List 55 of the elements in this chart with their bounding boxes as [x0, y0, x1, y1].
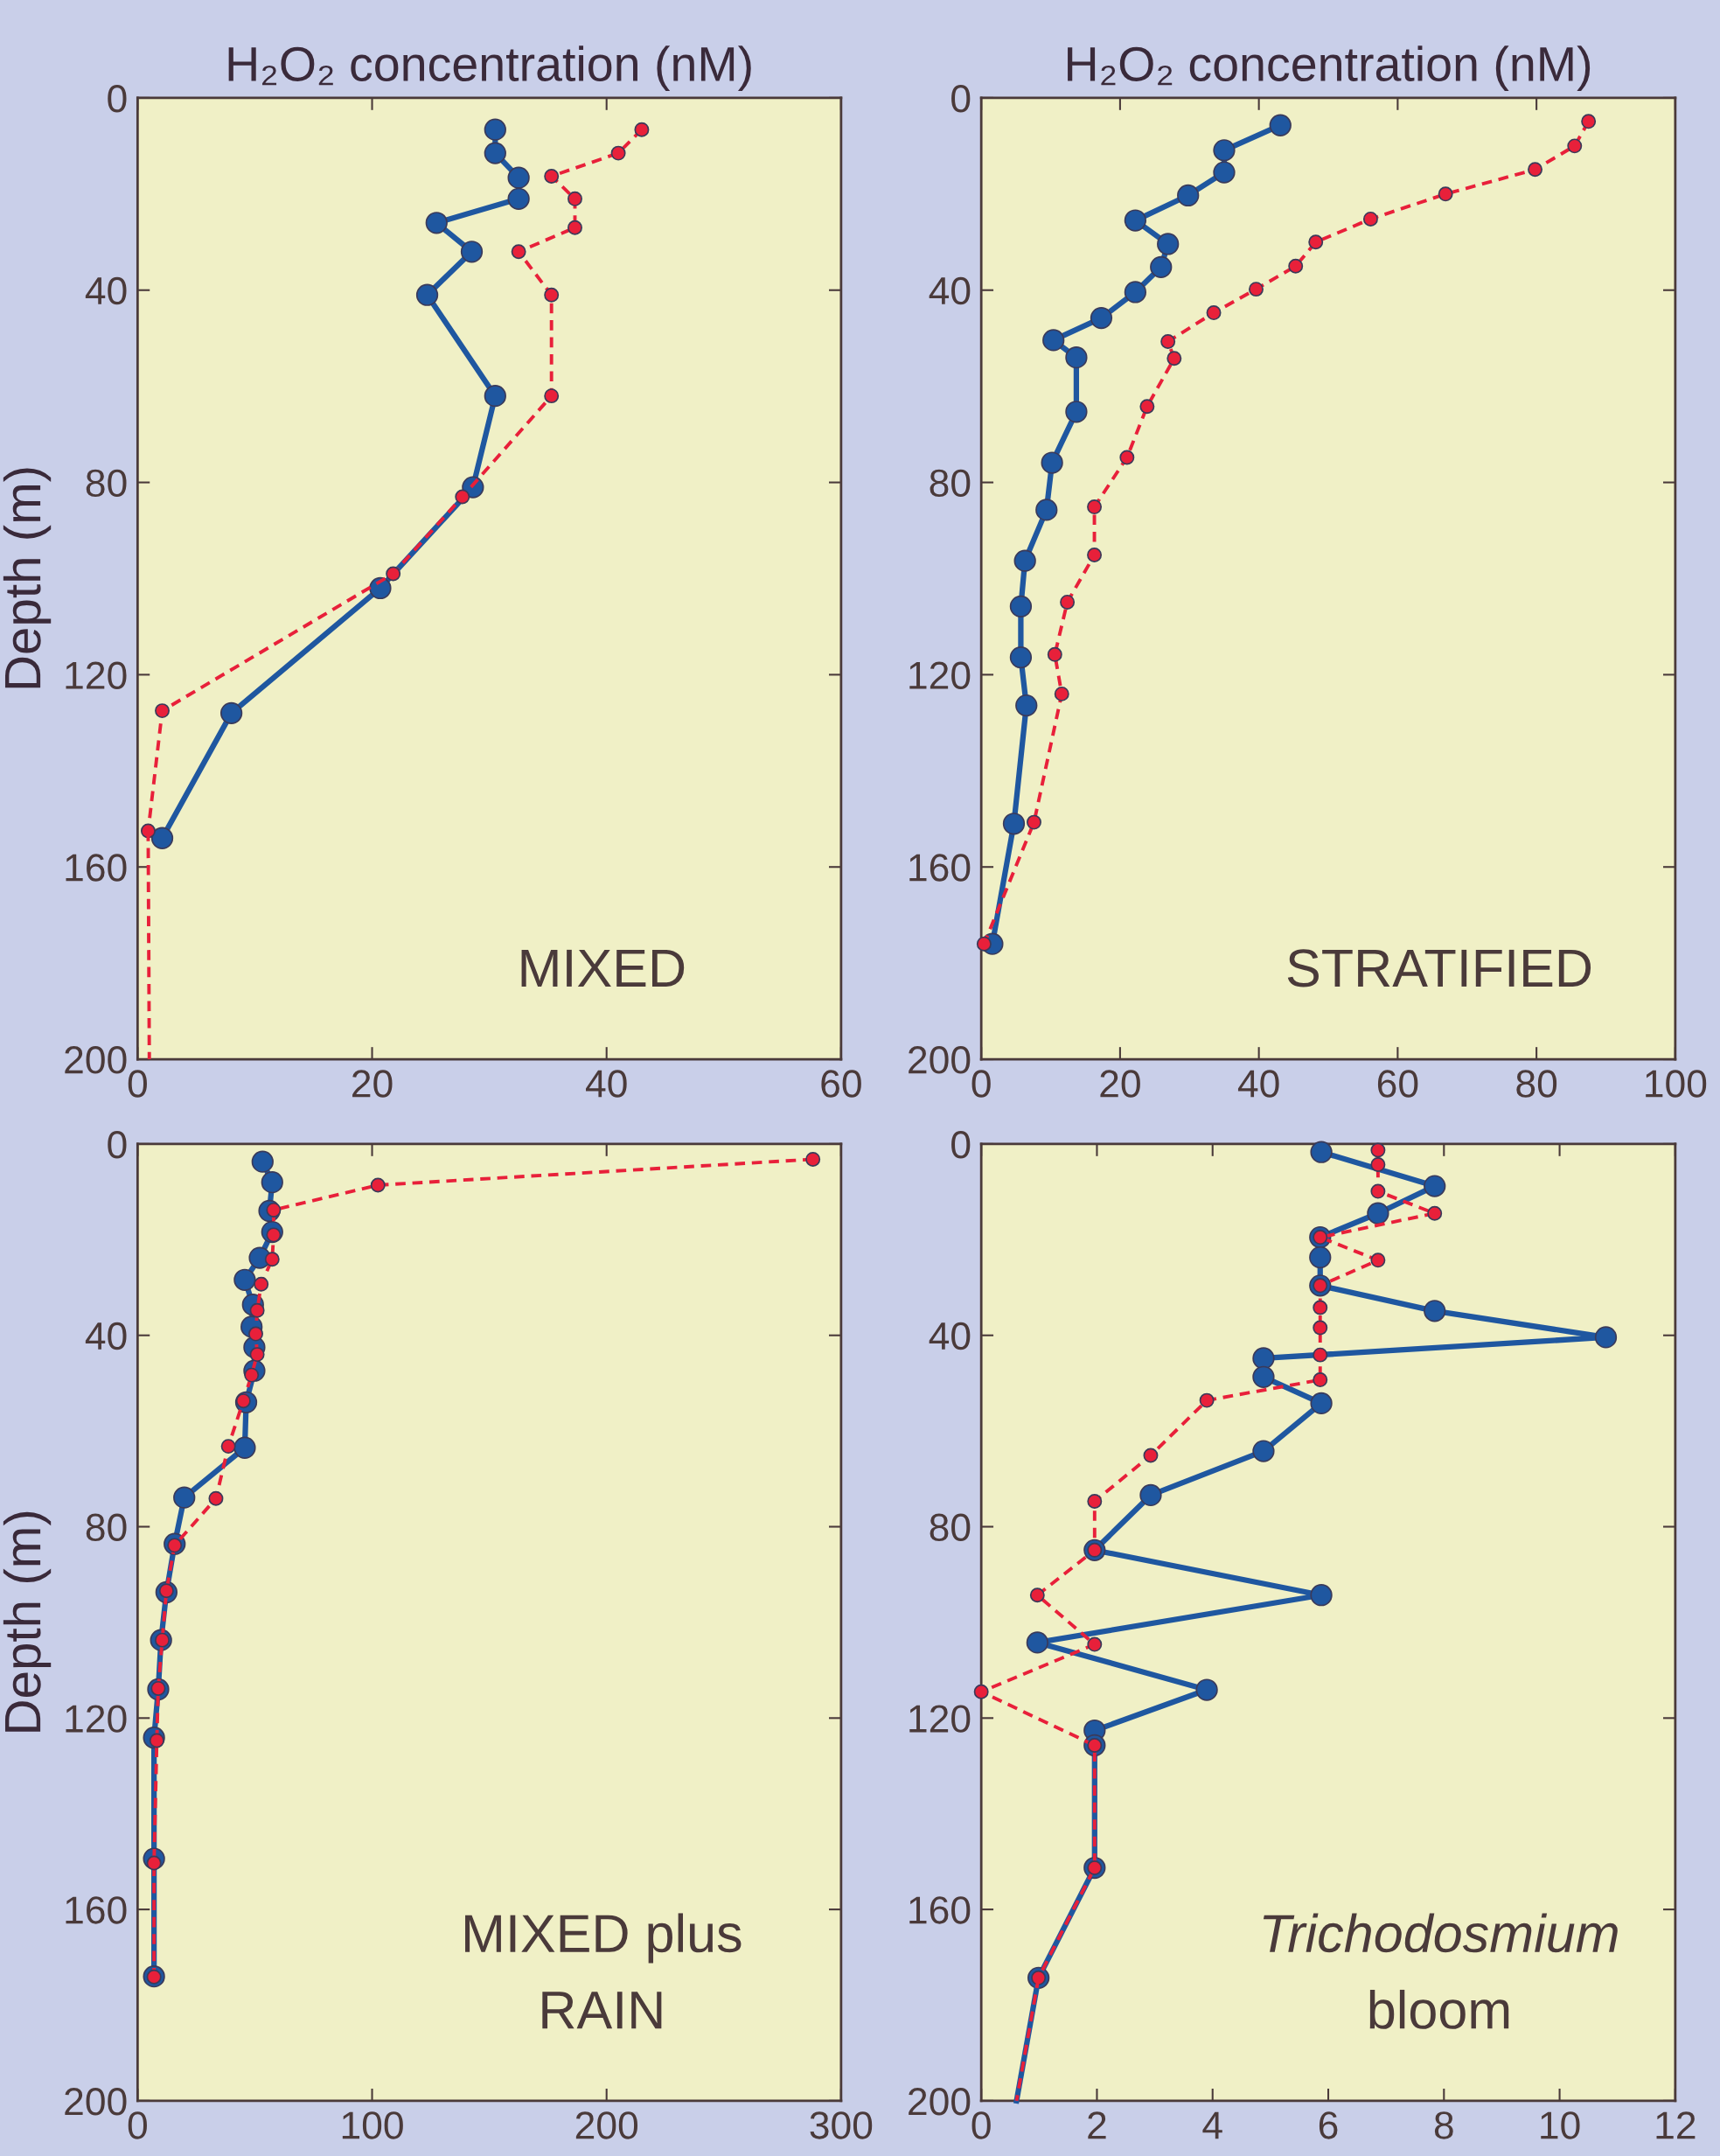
y-axis-title: Depth (m)	[3, 468, 52, 688]
annotation: bloom	[1369, 1989, 1509, 2029]
y-tick-label: 0	[108, 84, 127, 113]
y-tick-label: 160	[66, 1896, 127, 1924]
x-tick-label: 20	[352, 1070, 393, 1098]
x-tick-label: 100	[342, 2111, 403, 2139]
x-tick-label: 200	[575, 2111, 638, 2139]
y-tick-label: 80	[86, 1513, 127, 1542]
x-tick-label: 0	[128, 1070, 147, 1098]
x-tick-label: 2	[1088, 2111, 1106, 2139]
x-tick-label: 80	[1516, 1070, 1557, 1098]
x-tick-label: 100	[1646, 1070, 1707, 1098]
annotation: MIXED	[521, 949, 685, 987]
annotation: STRATIFIED	[1287, 949, 1591, 987]
annotation: Trichodosmium	[1263, 1913, 1618, 1953]
x-tick-label: 0	[128, 2111, 147, 2139]
x-tick-label: 0	[971, 2111, 991, 2139]
y-tick-label: 160	[909, 854, 971, 882]
y-tick-label: 200	[909, 1046, 971, 1074]
y-tick-label: 0	[951, 1131, 971, 1159]
y-tick-label: 80	[930, 1513, 971, 1542]
y-axis-title: Depth (m)	[3, 1511, 52, 1732]
x-tick-label: 10	[1541, 2111, 1580, 2139]
chart-title: H₂O₂ concentration (nM)	[1068, 45, 1591, 91]
annotation: RAIN	[542, 1992, 662, 2029]
y-tick-label: 160	[66, 854, 127, 882]
y-tick-label: 40	[929, 276, 971, 305]
y-tick-label: 80	[86, 469, 127, 498]
y-tick-label: 40	[85, 276, 127, 305]
y-tick-label: 80	[930, 469, 971, 498]
y-tick-label: 200	[65, 1046, 127, 1074]
x-tick-label: 6	[1319, 2111, 1338, 2139]
x-tick-label: 12	[1656, 2111, 1696, 2139]
y-tick-label: 0	[951, 84, 971, 113]
y-tick-label: 120	[66, 1705, 127, 1733]
x-tick-label: 20	[1100, 1070, 1140, 1098]
x-tick-label: 4	[1202, 2111, 1222, 2139]
y-tick-label: 200	[65, 2087, 127, 2116]
x-tick-label: 40	[1237, 1070, 1279, 1098]
chart-title: H₂O₂ concentration (nM)	[228, 45, 751, 91]
x-tick-label: 40	[586, 1070, 627, 1098]
x-tick-label: 300	[810, 2111, 873, 2139]
y-tick-label: 40	[929, 1322, 971, 1350]
y-tick-label: 120	[909, 661, 971, 689]
y-tick-label: 200	[909, 2087, 971, 2116]
x-tick-label: 60	[821, 1070, 861, 1098]
y-tick-label: 0	[108, 1131, 127, 1159]
annotation: MIXED plus	[465, 1913, 742, 1964]
y-tick-label: 160	[909, 1896, 971, 1924]
y-tick-label: 120	[909, 1705, 971, 1733]
x-tick-label: 0	[971, 1070, 991, 1098]
x-tick-label: 60	[1377, 1070, 1418, 1098]
y-tick-label: 40	[85, 1322, 127, 1350]
x-tick-label: 8	[1434, 2111, 1453, 2139]
y-tick-label: 120	[66, 661, 127, 689]
